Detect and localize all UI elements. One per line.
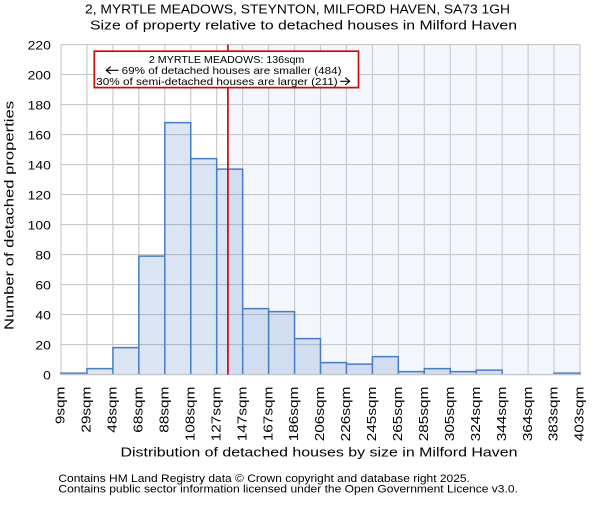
svg-text:69% of detached houses are sma: 69% of detached houses are smaller (484) (122, 65, 342, 77)
svg-text:186sqm: 186sqm (286, 387, 301, 442)
svg-text:108sqm: 108sqm (182, 387, 197, 442)
svg-text:2, MYRTLE MEADOWS, STEYNTON, M: 2, MYRTLE MEADOWS, STEYNTON, MILFORD HAV… (85, 1, 510, 16)
svg-text:324sqm: 324sqm (468, 387, 483, 442)
svg-text:80: 80 (35, 248, 51, 262)
svg-text:68sqm: 68sqm (131, 387, 146, 433)
svg-text:Number of detached properties: Number of detached properties (1, 100, 16, 330)
svg-text:147sqm: 147sqm (234, 387, 249, 442)
svg-text:245sqm: 245sqm (364, 387, 379, 442)
svg-text:100: 100 (28, 218, 51, 232)
svg-text:Distribution of detached house: Distribution of detached houses by size … (121, 445, 518, 460)
svg-text:305sqm: 305sqm (442, 387, 457, 442)
svg-text:403sqm: 403sqm (572, 387, 587, 442)
svg-text:30% of semi-detached houses ar: 30% of semi-detached houses are larger (… (96, 76, 338, 88)
svg-text:88sqm: 88sqm (157, 387, 172, 433)
svg-text:220: 220 (28, 38, 51, 52)
svg-text:60: 60 (35, 278, 51, 292)
svg-text:Contains HM Land Registry data: Contains HM Land Registry data © Crown c… (58, 473, 469, 485)
svg-text:285sqm: 285sqm (416, 387, 431, 442)
svg-text:265sqm: 265sqm (390, 387, 405, 442)
svg-text:127sqm: 127sqm (208, 387, 223, 442)
svg-text:140: 140 (28, 158, 51, 172)
svg-text:Size of property relative to d: Size of property relative to detached ho… (90, 18, 517, 33)
svg-text:344sqm: 344sqm (494, 387, 509, 442)
svg-text:206sqm: 206sqm (312, 387, 327, 442)
svg-text:364sqm: 364sqm (520, 387, 535, 442)
svg-text:2 MYRTLE MEADOWS: 136sqm: 2 MYRTLE MEADOWS: 136sqm (149, 54, 305, 66)
svg-text:29sqm: 29sqm (79, 387, 94, 433)
svg-text:20: 20 (35, 338, 51, 352)
svg-text:9sqm: 9sqm (53, 387, 68, 425)
svg-text:120: 120 (28, 188, 51, 202)
svg-text:226sqm: 226sqm (338, 387, 353, 442)
svg-text:Contains public sector informa: Contains public sector information licen… (58, 484, 518, 496)
svg-text:0: 0 (43, 368, 51, 382)
svg-text:200: 200 (28, 68, 51, 82)
svg-text:40: 40 (35, 308, 51, 322)
svg-text:167sqm: 167sqm (260, 387, 275, 442)
svg-text:383sqm: 383sqm (546, 387, 561, 442)
svg-text:160: 160 (28, 128, 51, 142)
svg-text:180: 180 (28, 98, 51, 112)
svg-text:48sqm: 48sqm (105, 387, 120, 433)
